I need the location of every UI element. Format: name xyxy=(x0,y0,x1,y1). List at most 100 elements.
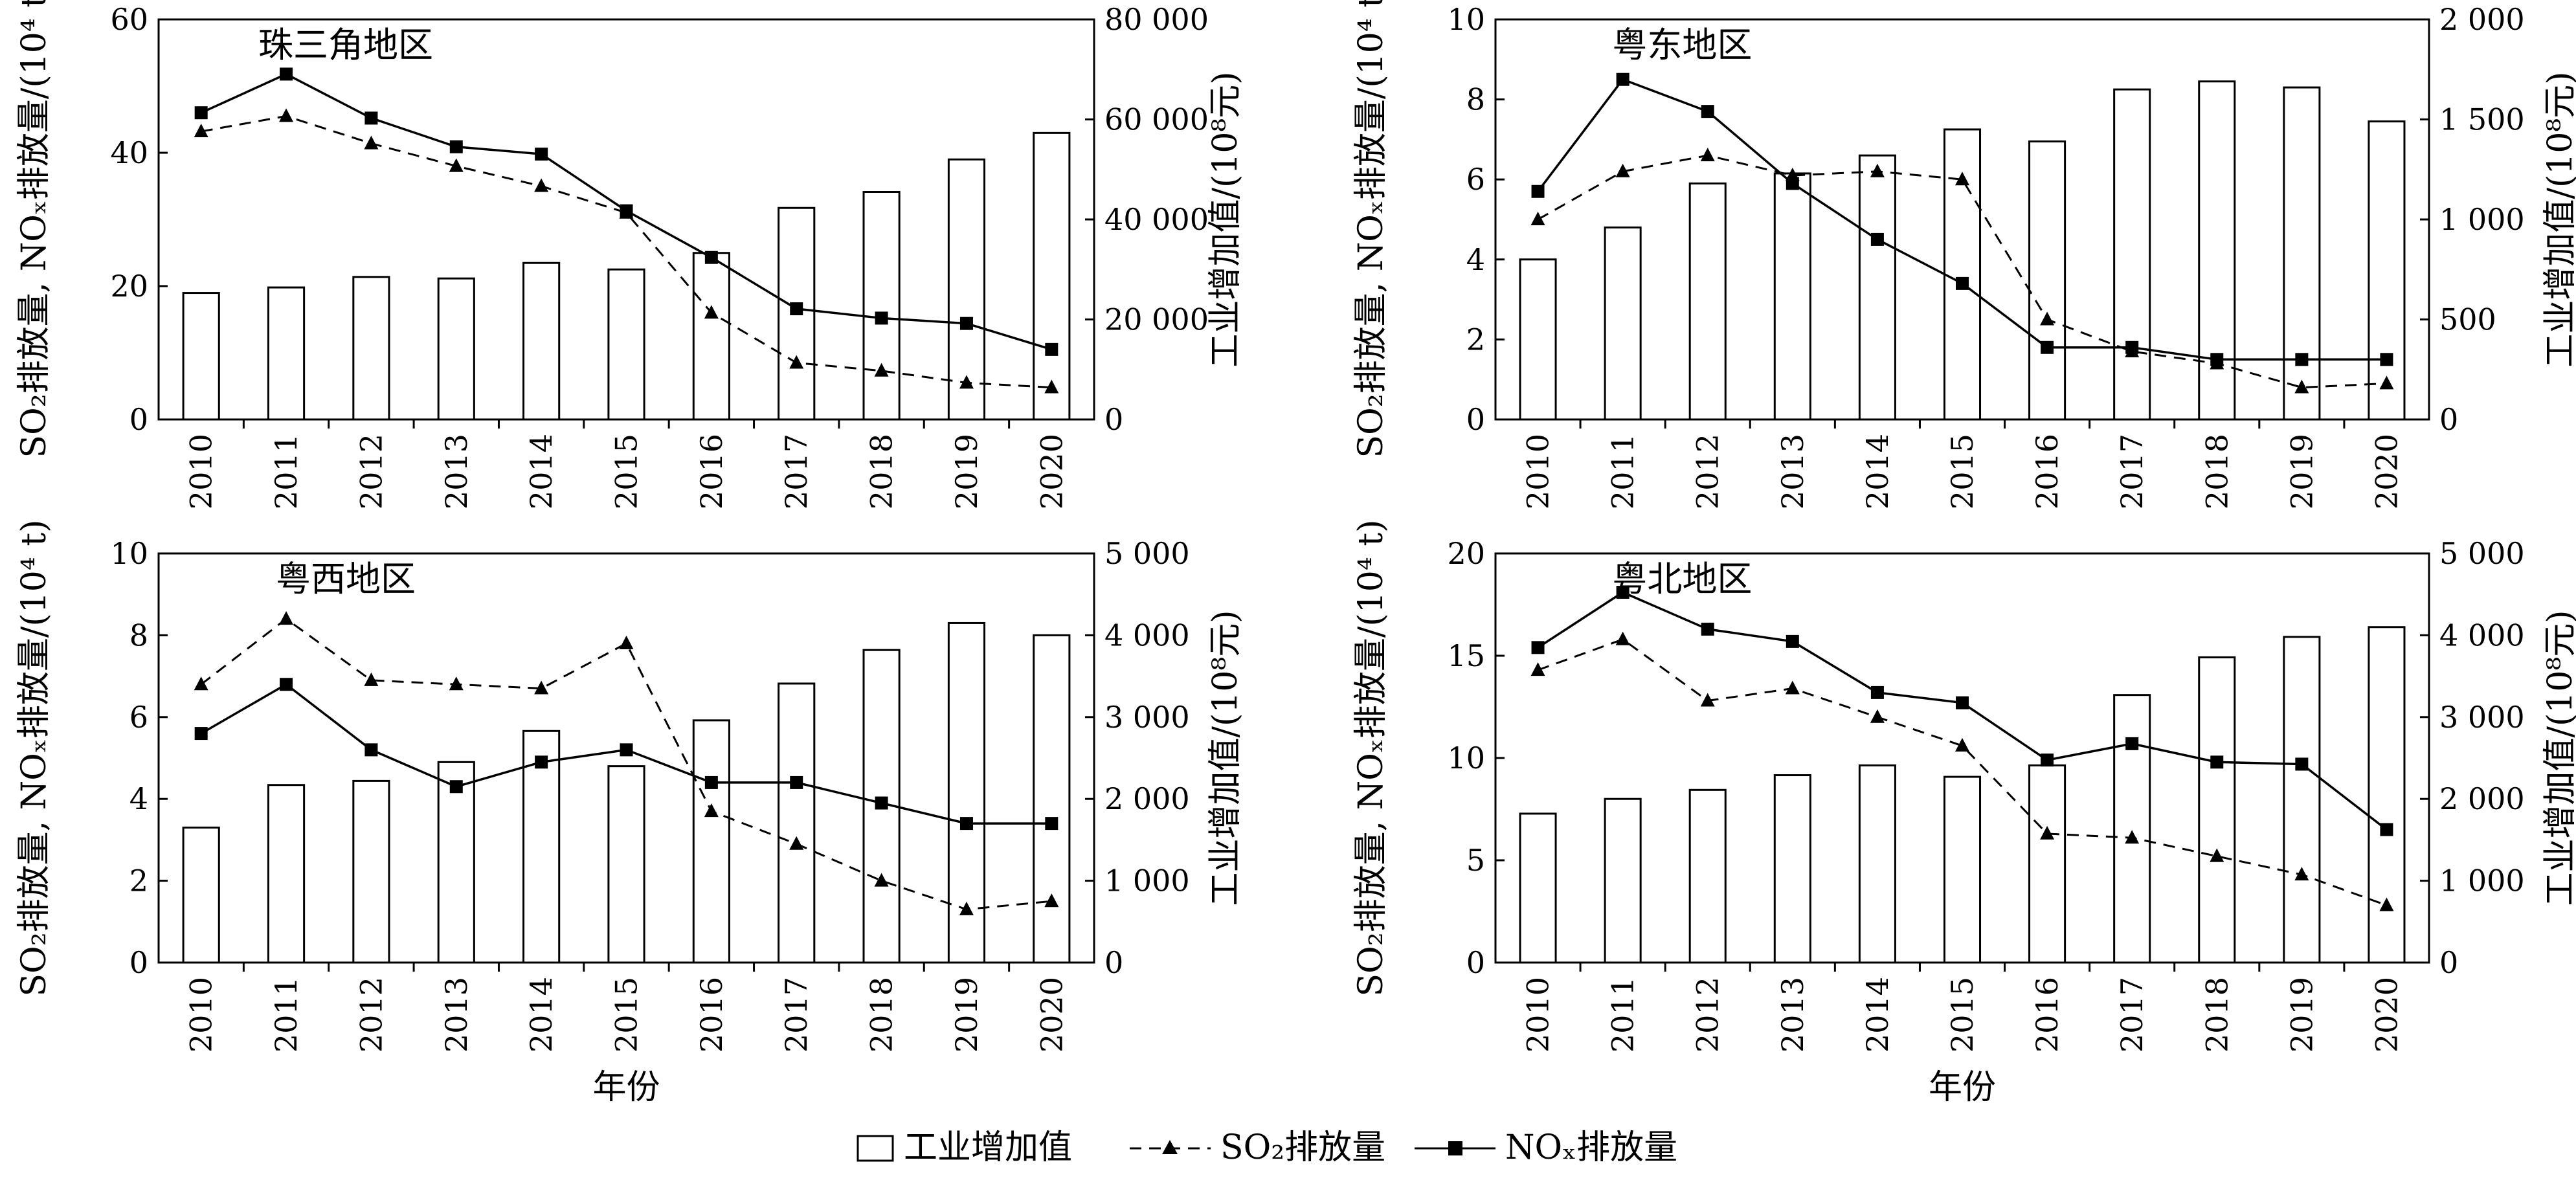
bar xyxy=(607,268,645,421)
bar xyxy=(2113,88,2151,421)
so2-point xyxy=(2379,375,2394,390)
y-left-tick-label: 10 xyxy=(1447,741,1485,775)
y-right-tick-label: 1 000 xyxy=(2439,202,2525,237)
nox-point xyxy=(1956,276,1969,290)
x-tick-label: 2013 xyxy=(439,977,474,1053)
so2-point xyxy=(2040,825,2055,840)
so2-point xyxy=(1955,738,1969,752)
x-tick-label: 2015 xyxy=(609,434,644,509)
x-tick-label: 2014 xyxy=(1860,434,1895,509)
nox-point xyxy=(2125,737,2139,750)
x-tick-label: 2017 xyxy=(779,977,814,1053)
so2-point xyxy=(1700,148,1715,162)
x-tick-label: 2015 xyxy=(1945,434,1980,509)
bar xyxy=(2028,140,2066,421)
bar xyxy=(182,826,220,964)
y-right-tick-label: 60 000 xyxy=(1104,102,1209,137)
legend-so2-label: SO₂排放量 xyxy=(1220,1128,1385,1167)
legend-bar-label: 工业增加值 xyxy=(904,1128,1072,1167)
x-tick-label: 2019 xyxy=(949,977,984,1053)
nox-point xyxy=(790,775,803,789)
nox-point xyxy=(535,755,548,769)
so2-point xyxy=(279,611,294,625)
nox-point xyxy=(280,678,293,691)
y-right-axis-title: 工业增加值/(10⁸元) xyxy=(1206,610,1245,906)
so2-point xyxy=(1044,893,1059,908)
nox-point xyxy=(1531,184,1545,198)
y-right-tick-label: 20 000 xyxy=(1104,302,1209,337)
bar xyxy=(2368,626,2406,964)
bar xyxy=(2113,694,2151,964)
nox-point xyxy=(2210,755,2224,769)
bar xyxy=(437,277,475,421)
nox-point xyxy=(1531,641,1545,654)
x-tick-label: 2019 xyxy=(949,434,984,509)
y-left-tick-label: 2 xyxy=(129,864,148,898)
bar xyxy=(1858,154,1896,421)
nox-point xyxy=(280,67,293,81)
so2-point xyxy=(449,158,464,172)
x-tick-label: 2019 xyxy=(2284,977,2319,1053)
so2-point xyxy=(449,676,464,691)
y-left-tick-label: 8 xyxy=(1466,82,1485,117)
so2-point xyxy=(619,636,634,650)
bar xyxy=(1519,812,1557,964)
x-tick-label: 2020 xyxy=(2369,434,2404,509)
y-right-tick-label: 500 xyxy=(2439,302,2496,337)
so2-point xyxy=(2379,897,2394,911)
y-right-tick-label: 1 000 xyxy=(2439,864,2525,898)
x-tick-label: 2015 xyxy=(609,977,644,1053)
y-right-tick-label: 2 000 xyxy=(2439,781,2525,816)
y-left-axis-title: SO₂排放量, NOₓ排放量/(10⁴ t) xyxy=(1352,520,1391,997)
bar xyxy=(607,765,645,964)
y-right-tick-label: 0 xyxy=(1104,402,1123,437)
so2-point xyxy=(789,836,804,850)
so2-point xyxy=(1785,680,1800,695)
so2-point xyxy=(2294,867,2309,881)
y-left-tick-label: 10 xyxy=(110,536,148,571)
x-tick-label: 2014 xyxy=(1860,977,1895,1053)
nox-point xyxy=(449,140,463,153)
bar xyxy=(2283,636,2321,964)
x-tick-label: 2013 xyxy=(1775,977,1810,1053)
legend: 工业增加值 SO₂排放量 NOₓ排放量 xyxy=(857,1128,1677,1167)
x-tick-label: 2017 xyxy=(2114,977,2149,1053)
so2-point xyxy=(789,355,804,369)
so2-point xyxy=(704,803,719,818)
so2-point xyxy=(2125,830,2140,844)
y-left-tick-label: 5 xyxy=(1466,843,1485,878)
x-tick-label: 2013 xyxy=(1775,434,1810,509)
x-tick-label: 2010 xyxy=(1521,977,1556,1053)
x-tick-label: 2012 xyxy=(1690,977,1725,1053)
bar xyxy=(352,779,390,964)
y-right-axis-title: 工业增加值/(10⁸元) xyxy=(1206,71,1245,367)
nox-point xyxy=(1870,686,1884,699)
nox-point xyxy=(959,817,973,831)
y-right-tick-label: 5 000 xyxy=(1104,536,1190,571)
y-left-tick-label: 0 xyxy=(1466,945,1485,980)
so2-point xyxy=(2040,311,2055,326)
nox-point xyxy=(1616,72,1630,86)
x-tick-label: 2011 xyxy=(269,977,304,1053)
x-tick-label: 2010 xyxy=(184,977,219,1053)
panel-3: 0 5 10 15 20 0 1 000 2 000 3 000 4 000 5 000 2010 20… xyxy=(1352,520,2576,1107)
y-left-tick-label: 0 xyxy=(1466,402,1485,437)
y-right-tick-label: 0 xyxy=(2439,402,2458,437)
y-right-tick-label: 5 000 xyxy=(2439,536,2525,571)
bar xyxy=(1033,634,1071,964)
panel-0: 0 20 40 60 0 20 000 40 000 60 000 80 000 2010 2011… xyxy=(15,0,1245,509)
x-tick-label: 2016 xyxy=(2030,977,2065,1053)
y-right-axis-title: 工业增加值/(10⁸元) xyxy=(2541,610,2576,906)
nox-point xyxy=(1045,342,1058,356)
x-tick-label: 2020 xyxy=(1034,977,1069,1053)
nox-point xyxy=(875,311,888,325)
so2-point xyxy=(1530,662,1545,676)
so2-line xyxy=(201,115,1052,389)
so2-point xyxy=(1955,172,1969,186)
so2-point xyxy=(874,873,889,887)
so2-point xyxy=(874,362,889,377)
nox-point xyxy=(875,796,888,810)
y-right-tick-label: 3 000 xyxy=(2439,700,2525,735)
y-left-tick-label: 40 xyxy=(110,135,148,170)
